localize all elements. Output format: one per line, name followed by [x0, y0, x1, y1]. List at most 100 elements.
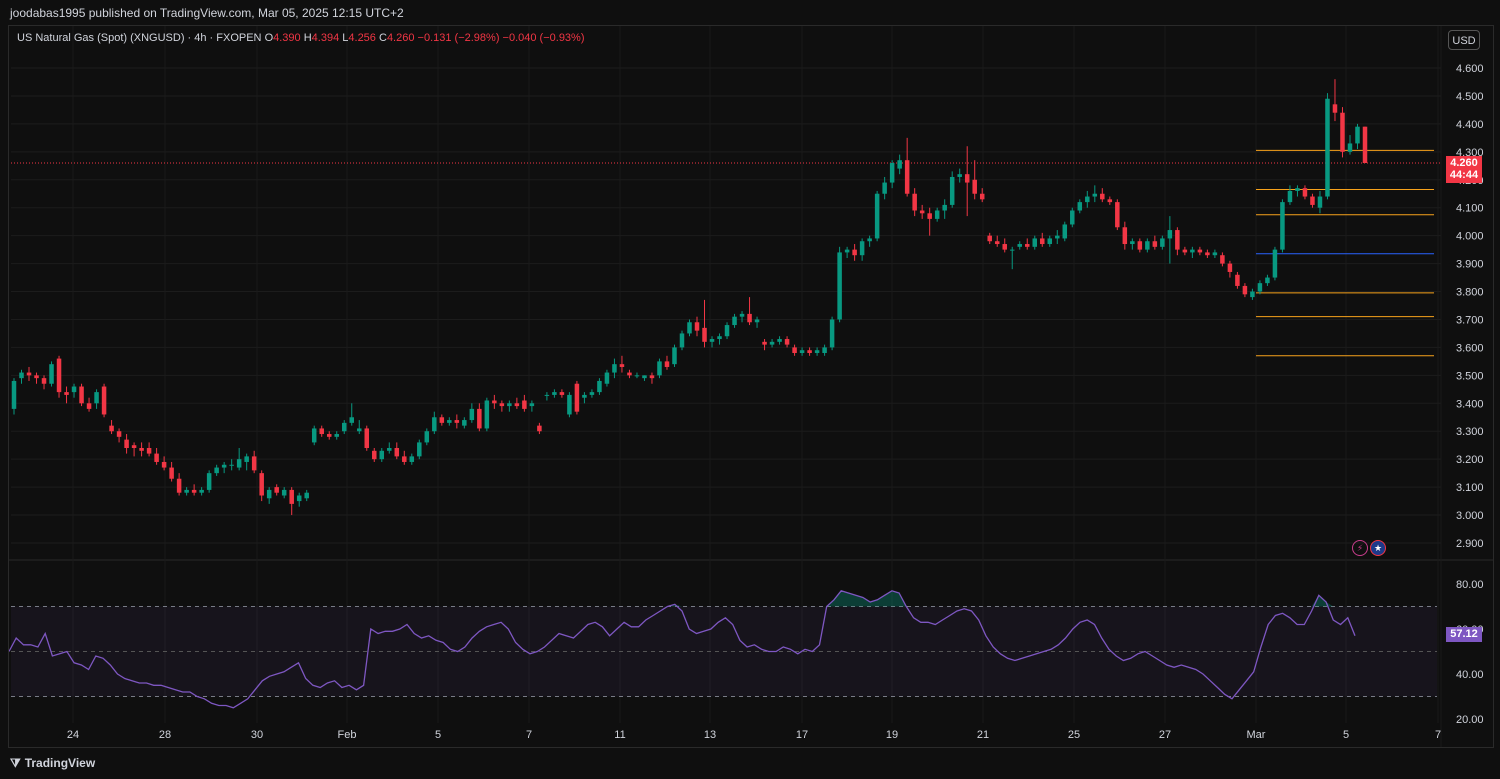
close-value: 4.260	[386, 32, 415, 44]
chart-frame[interactable]: 24 28 30 Feb 5 7 11 13 17 19 21 25 27 Mar 5 7 4.600 4.500…	[8, 25, 1494, 748]
candle-body	[762, 341, 767, 345]
rsi-overbought-fill	[667, 590, 1334, 607]
candle-body	[807, 350, 812, 353]
rsi-value-badge: 57.12	[1446, 627, 1482, 642]
candle-body	[1227, 263, 1233, 272]
time-axis-label: 7	[1435, 729, 1441, 741]
candle-body	[1137, 241, 1143, 250]
candle-body	[934, 210, 940, 219]
high-label: H	[303, 32, 312, 44]
low-label: L	[342, 32, 349, 44]
currency-button[interactable]: USD	[1448, 30, 1480, 50]
candle-body	[739, 313, 745, 317]
candle-body	[161, 461, 167, 468]
candle-body	[1287, 190, 1293, 203]
candle-body	[852, 249, 857, 256]
candle-body	[319, 428, 324, 435]
candle-body	[244, 456, 249, 462]
candle-body	[311, 428, 317, 443]
price-axis-label: 3.000	[1456, 510, 1484, 522]
candle-body	[1347, 143, 1353, 152]
candle-body	[792, 347, 797, 353]
candle-body	[589, 392, 595, 395]
candle-body	[867, 238, 872, 242]
candle-body	[447, 420, 452, 423]
high-value: 4.394	[311, 32, 340, 44]
candle-body	[574, 383, 580, 412]
us-flag-icon[interactable]: ★	[1370, 540, 1386, 556]
candle-body	[341, 422, 347, 432]
price-axis-label: 4.600	[1456, 63, 1484, 75]
time-axis-label: 5	[1343, 729, 1349, 741]
lightning-icon[interactable]: ⚡	[1352, 540, 1368, 556]
candle-body	[724, 325, 730, 337]
candle-body	[702, 327, 707, 342]
open-value: 4.390	[273, 32, 301, 44]
open-label: O	[264, 32, 274, 44]
candle-body	[79, 386, 84, 404]
candle-body	[116, 431, 122, 437]
time-axis-label: 24	[67, 729, 79, 741]
candle-body	[26, 372, 32, 376]
candle-body	[1355, 126, 1360, 144]
candle-body	[41, 378, 47, 384]
time-axis-label: 30	[251, 729, 263, 741]
candle-body	[454, 420, 460, 423]
rsi-line	[9, 590, 1356, 709]
candle-body	[1362, 126, 1368, 163]
candle-body	[829, 319, 835, 348]
chart-canvas[interactable]: 24 28 30 Feb 5 7 11 13 17 19 21 25 27 Mar 5 7 4.600 4.500…	[9, 26, 1493, 747]
time-axis-label: 27	[1159, 729, 1171, 741]
candle-body	[1175, 230, 1180, 250]
candle-body	[424, 431, 430, 443]
candle-body	[289, 489, 294, 504]
candle-body	[199, 489, 204, 493]
candle-body	[266, 489, 272, 499]
candle-body	[814, 350, 820, 353]
candle-body	[874, 193, 880, 239]
candle-body	[214, 467, 219, 474]
low-value: 4.256	[348, 32, 376, 44]
candle-body	[1197, 249, 1203, 253]
publish-header: joodabas1995 published on TradingView.co…	[0, 0, 1500, 25]
candle-body	[747, 313, 752, 323]
candle-body	[357, 428, 362, 432]
candle-body	[387, 448, 392, 451]
candle-body	[942, 204, 947, 211]
candle-body	[642, 375, 647, 379]
candle-body	[1242, 285, 1248, 295]
time-axis-label: 21	[977, 729, 989, 741]
price-axis-label: 3.200	[1456, 454, 1484, 466]
symbol-legend: US Natural Gas (Spot) (XNGUSD) · 4h · FX…	[17, 32, 585, 44]
candle-body	[11, 380, 17, 409]
candle-body	[131, 445, 137, 448]
candle-body	[912, 193, 917, 211]
candle-body	[56, 358, 62, 393]
price-axis-label: 2.900	[1456, 538, 1484, 550]
time-axis-label: Mar	[1247, 729, 1266, 741]
candle-body	[49, 364, 54, 384]
candle-body	[206, 473, 212, 490]
candle-body	[957, 174, 962, 177]
candle-body	[19, 372, 24, 379]
candle-body	[919, 210, 925, 214]
last-price-value: 4.260	[1450, 157, 1478, 169]
candle-body	[432, 417, 437, 432]
candle-body	[259, 473, 264, 496]
candle-body	[409, 456, 415, 462]
candle-body	[544, 394, 550, 396]
candle-body	[1340, 112, 1345, 152]
candle-body	[394, 448, 400, 457]
event-markers[interactable]: ⚡ ★	[1352, 538, 1388, 556]
candle-body	[837, 252, 842, 320]
candle-body	[1302, 188, 1308, 197]
price-axis-label: 4.300	[1456, 147, 1484, 159]
tradingview-logo[interactable]: ⧩ TradingView	[10, 756, 95, 771]
price-axis-label: 3.700	[1456, 314, 1484, 326]
candle-body	[784, 339, 790, 345]
candle-body	[499, 403, 505, 407]
candle-body	[469, 408, 475, 421]
candle-body	[844, 249, 850, 253]
candle-body	[1325, 98, 1330, 197]
candle-body	[236, 459, 242, 468]
